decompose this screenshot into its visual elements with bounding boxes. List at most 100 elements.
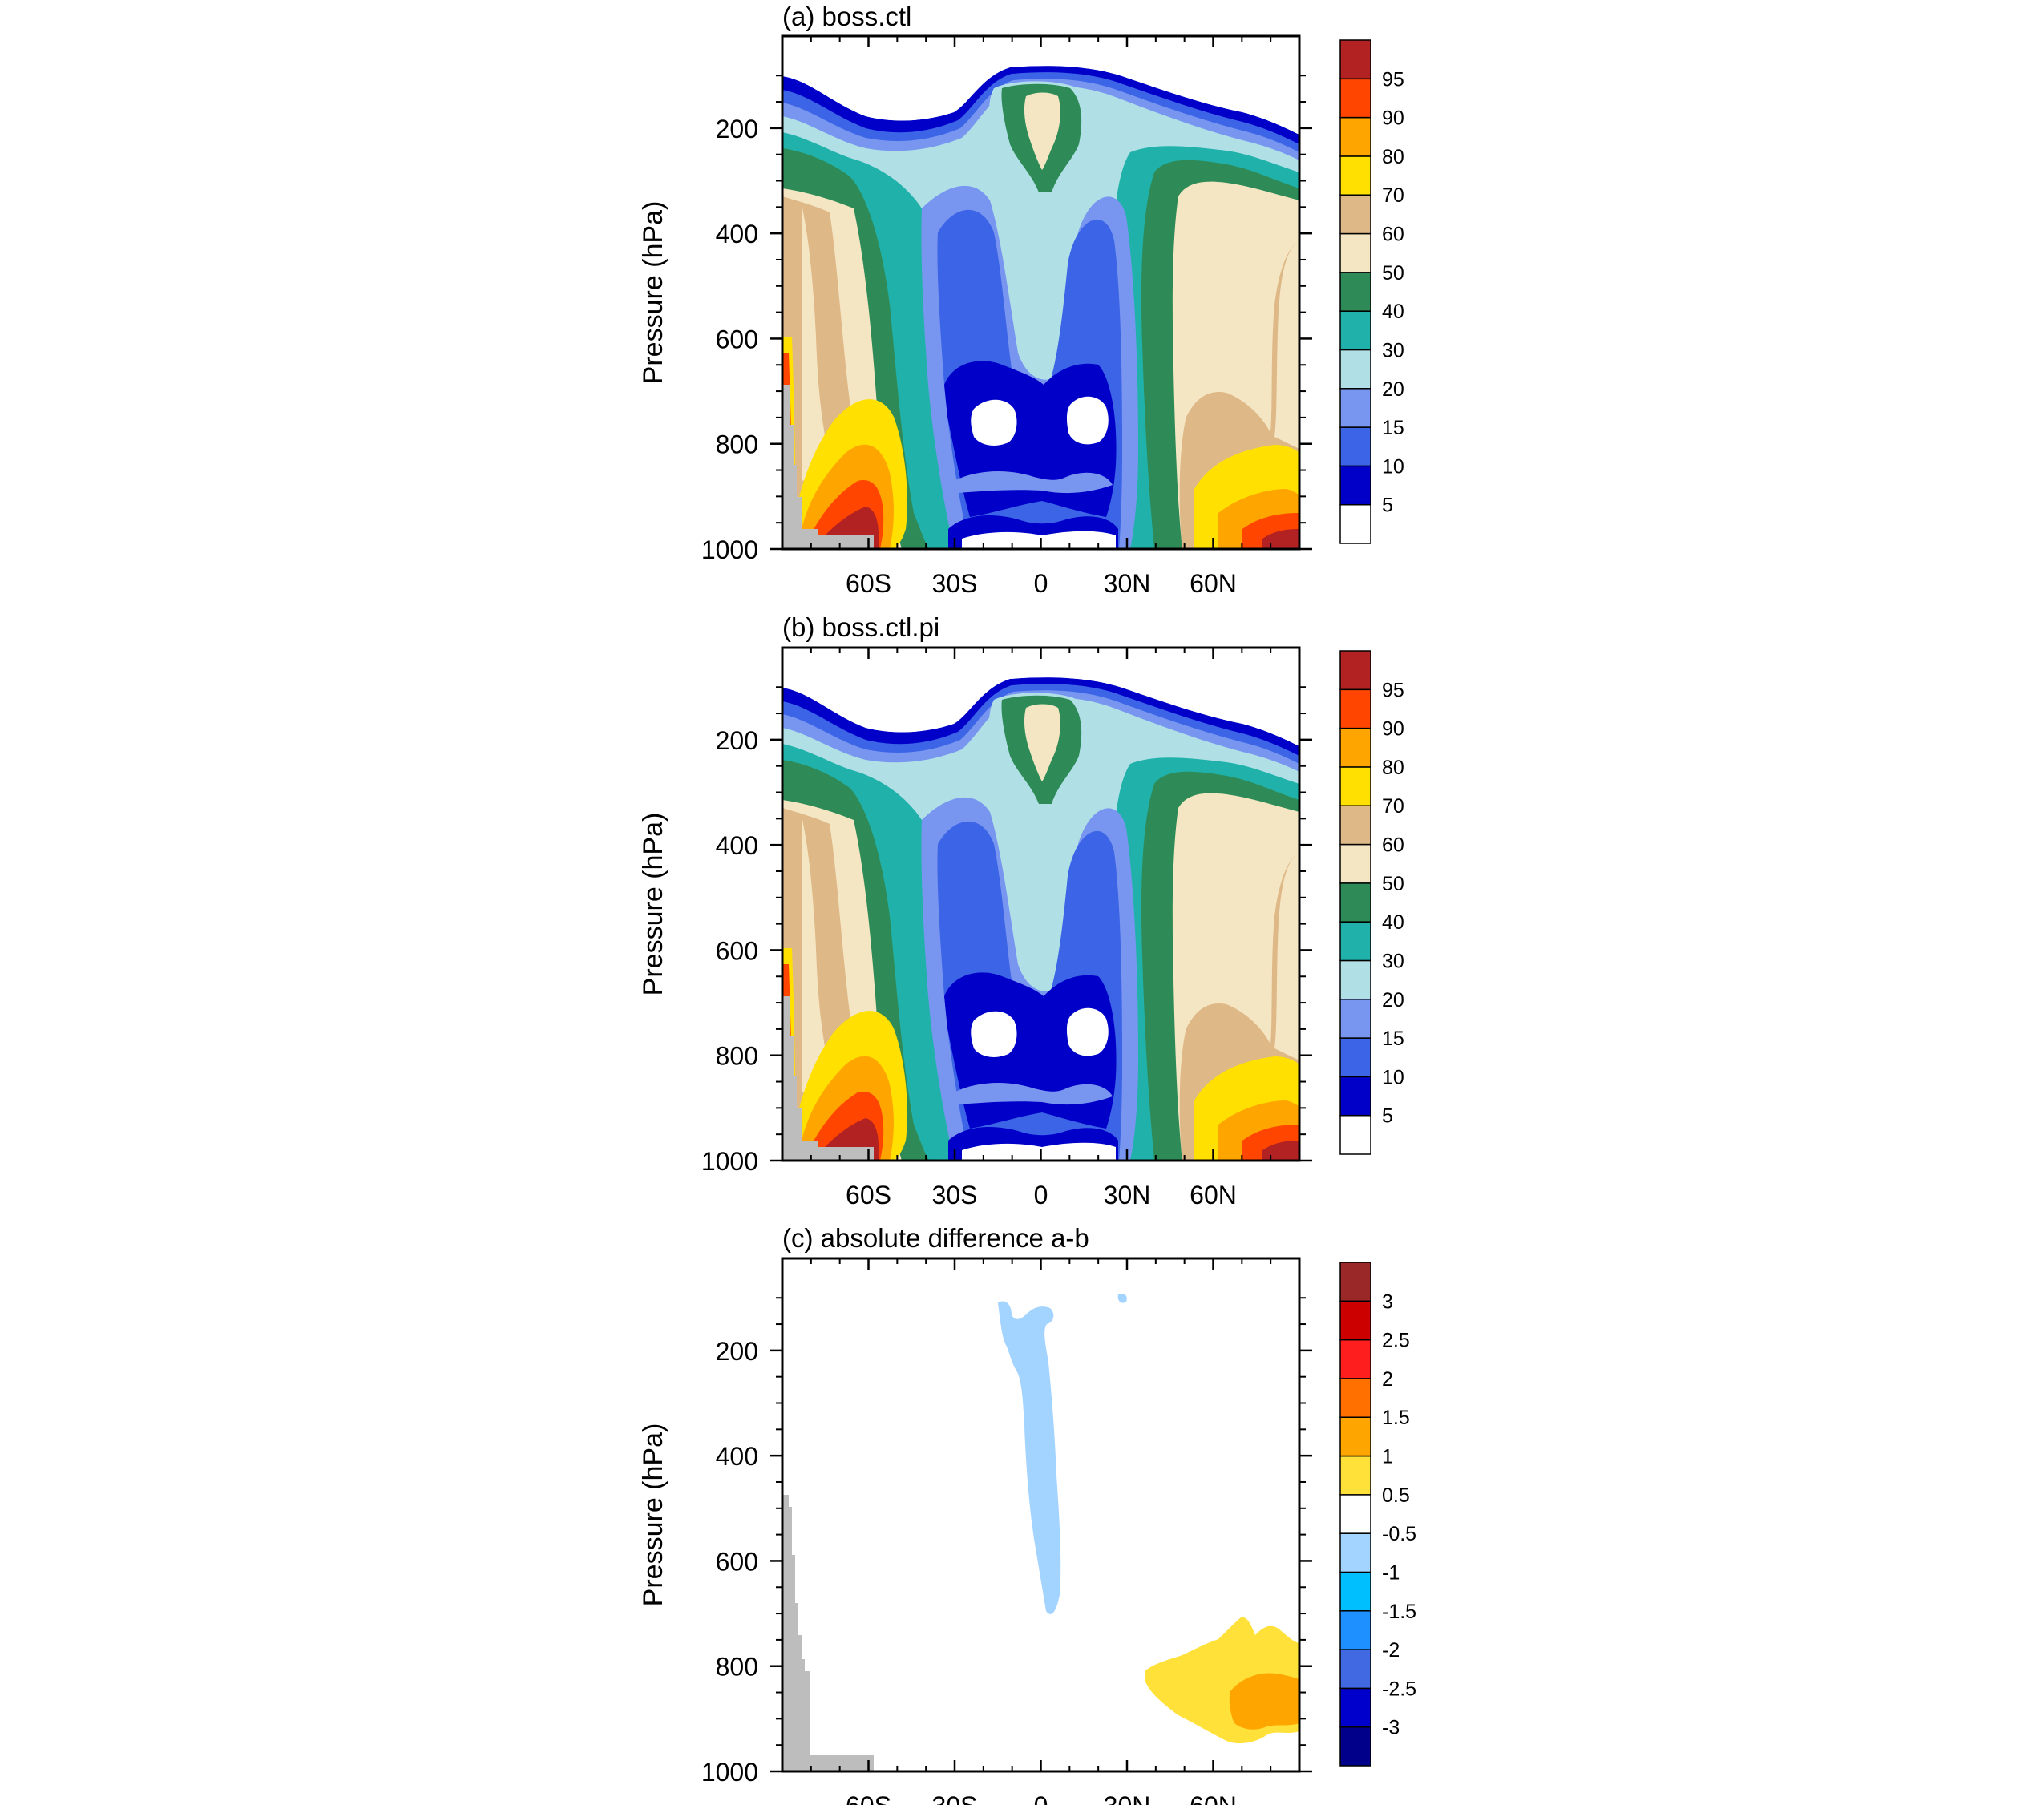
colorbar-box xyxy=(1339,843,1371,884)
colorbar-label: -1 xyxy=(1382,1561,1400,1584)
colorbar-box xyxy=(1339,465,1371,506)
colorbar-box xyxy=(1339,999,1371,1039)
colorbar-label: 15 xyxy=(1382,417,1404,439)
y-tick-label: 800 xyxy=(716,1042,758,1071)
colorbar-box xyxy=(1339,1339,1371,1379)
y-tick-label: 200 xyxy=(716,115,758,143)
colorbar-label: -0.5 xyxy=(1382,1523,1416,1545)
colorbar-box xyxy=(1339,1378,1371,1418)
y-tick-label: 600 xyxy=(716,1547,758,1576)
x-tick-label: 30S xyxy=(932,1181,978,1209)
colorbar-box xyxy=(1339,116,1371,157)
colorbar-box xyxy=(1339,388,1371,428)
colorbar-box xyxy=(1339,1416,1371,1457)
panel-b-ticks: 60S 30S 0 30N 60N 200 400 600 800 1000 xyxy=(701,648,1312,1209)
x-tick-label: 60N xyxy=(1190,1181,1237,1209)
colorbar-box xyxy=(1339,155,1371,196)
x-tick-label: 30N xyxy=(1104,1791,1151,1805)
colorbar-label: 1.5 xyxy=(1382,1407,1410,1429)
colorbar-label: 80 xyxy=(1382,146,1404,168)
x-tick-label: 0 xyxy=(1034,1791,1048,1805)
colorbar-label: 1 xyxy=(1382,1446,1393,1468)
colorbar-box xyxy=(1339,1649,1371,1690)
colorbar-label: 90 xyxy=(1382,718,1404,741)
colorbar-box xyxy=(1339,688,1371,729)
x-tick-label: 30N xyxy=(1104,569,1151,598)
panel-a-title: (a) boss.ctl xyxy=(782,2,911,31)
x-tick-label: 60N xyxy=(1190,569,1237,598)
colorbar-box xyxy=(1339,39,1371,80)
y-tick-label: 1000 xyxy=(701,1758,758,1787)
colorbar-box xyxy=(1339,1076,1371,1117)
colorbar-label: 80 xyxy=(1382,757,1404,779)
colorbar-box xyxy=(1339,1494,1371,1534)
x-tick-label: 30S xyxy=(932,569,978,598)
x-tick-label: 60S xyxy=(846,1791,891,1805)
colorbar-box xyxy=(1339,1571,1371,1612)
colorbar-label: 0.5 xyxy=(1382,1484,1410,1507)
panel-b-title: (b) boss.ctl.pi xyxy=(782,612,939,642)
colorbar-label: 20 xyxy=(1382,989,1404,1012)
colorbar-box xyxy=(1339,349,1371,390)
colorbar-label: 3 xyxy=(1382,1290,1393,1313)
panel-b-contours xyxy=(782,648,1299,1161)
x-tick-label: 60N xyxy=(1190,1791,1237,1805)
colorbar-label: 40 xyxy=(1382,911,1404,934)
panel-c-ticks: 60S 30S 0 30N 60N 200 400 600 800 1000 xyxy=(701,1258,1312,1805)
panel-c-ylabel: Pressure (hPa) xyxy=(638,1423,669,1607)
colorbar-box xyxy=(1339,650,1371,691)
colorbar-label: 30 xyxy=(1382,950,1404,972)
y-tick-label: 400 xyxy=(716,1442,758,1471)
panel-c-colorbar: -3 -2.5 -2 -1.5 -1 -0.5 0.5 1 1.5 2 2.5 3 xyxy=(1339,1262,1416,1767)
colorbar-box xyxy=(1339,194,1371,235)
y-tick-label: 400 xyxy=(716,220,758,248)
x-tick-label: 30S xyxy=(932,1791,978,1805)
colorbar-label: 70 xyxy=(1382,184,1404,207)
colorbar-box xyxy=(1339,727,1371,768)
colorbar-box xyxy=(1339,1114,1371,1155)
x-tick-label: 60S xyxy=(846,1181,891,1209)
colorbar-box xyxy=(1339,1687,1371,1728)
colorbar-box xyxy=(1339,503,1371,544)
panel-c-negative-region xyxy=(998,1301,1061,1614)
colorbar-label: 60 xyxy=(1382,834,1404,857)
colorbar-box xyxy=(1339,1300,1371,1341)
colorbar-box xyxy=(1339,921,1371,962)
panel-a-colorbar: 5 10 15 20 30 40 50 60 70 80 90 95 xyxy=(1339,39,1404,544)
x-tick-label: 60S xyxy=(846,569,891,598)
panel-a-ticks: 60S 30S 0 30N 60N 200 400 600 800 1000 xyxy=(701,36,1312,598)
colorbar-box xyxy=(1339,1610,1371,1650)
colorbar-label: 50 xyxy=(1382,873,1404,895)
y-tick-label: 1000 xyxy=(701,1147,758,1176)
colorbar-label: -1.5 xyxy=(1382,1601,1416,1623)
colorbar-label: 30 xyxy=(1382,339,1404,361)
colorbar-label: -2.5 xyxy=(1382,1678,1416,1700)
y-tick-label: 800 xyxy=(716,430,758,459)
colorbar-label: 70 xyxy=(1382,795,1404,818)
y-tick-label: 1000 xyxy=(701,535,758,564)
x-tick-label: 0 xyxy=(1034,569,1048,598)
colorbar-label: 5 xyxy=(1382,1105,1393,1128)
panel-a-contours xyxy=(782,36,1299,549)
colorbar-label: 95 xyxy=(1382,68,1404,91)
colorbar-label: 5 xyxy=(1382,495,1393,517)
panel-a-ylabel: Pressure (hPa) xyxy=(638,201,669,385)
colorbar-box xyxy=(1339,1726,1371,1767)
colorbar-box xyxy=(1339,959,1371,1000)
colorbar-label: -3 xyxy=(1382,1717,1400,1739)
panel-c: (c) absolute difference a-b 60S30S030N60… xyxy=(638,1223,1416,1805)
colorbar-label: 60 xyxy=(1382,224,1404,246)
y-tick-label: 800 xyxy=(716,1653,758,1682)
y-tick-label: 200 xyxy=(716,726,758,755)
colorbar-label: 15 xyxy=(1382,1028,1404,1050)
y-tick-label: 400 xyxy=(716,831,758,860)
colorbar-label: 90 xyxy=(1382,107,1404,130)
colorbar-label: 50 xyxy=(1382,262,1404,285)
panel-b-ylabel: Pressure (hPa) xyxy=(638,813,669,996)
colorbar-box xyxy=(1339,1037,1371,1078)
y-tick-label: 200 xyxy=(716,1337,758,1366)
colorbar-box xyxy=(1339,805,1371,846)
colorbar-box xyxy=(1339,1262,1371,1302)
panel-b: (b) boss.ctl.pi 60S 30S 0 30N 60N 200 400 600 80… xyxy=(638,612,1404,1209)
